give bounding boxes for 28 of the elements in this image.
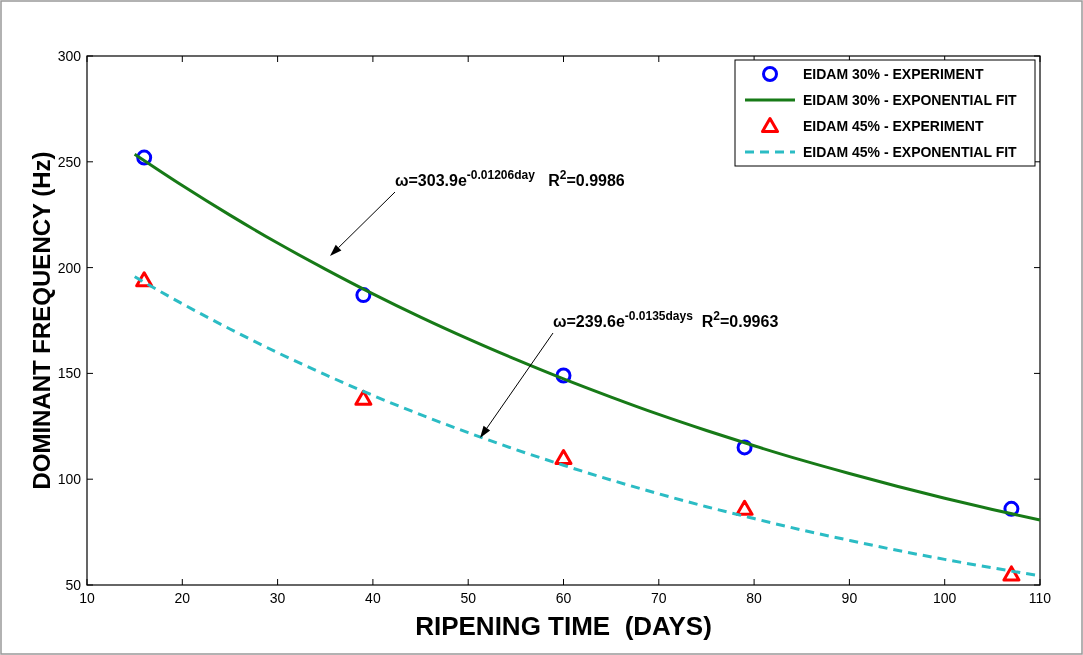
x-tick-label: 20 xyxy=(174,590,191,606)
y-tick-label: 250 xyxy=(57,153,82,170)
x-tick-label: 70 xyxy=(651,590,667,606)
x-axis-title: RIPENING TIME (DAYS) xyxy=(415,611,712,641)
legend-label: EIDAM 30% - EXPERIMENT xyxy=(803,66,984,82)
point xyxy=(554,449,573,466)
x-tick-label: 40 xyxy=(365,590,381,606)
x-tick-label: 50 xyxy=(460,590,477,606)
x-tick-label: 10 xyxy=(79,590,95,606)
x-tick-label: 110 xyxy=(1028,590,1052,606)
y-tick-label: 200 xyxy=(57,259,82,276)
y-tick-label: 150 xyxy=(57,365,82,382)
x-tick-label: 60 xyxy=(555,590,572,606)
x-tick-label: 30 xyxy=(269,590,286,606)
legend-label: EIDAM 45% - EXPERIMENT xyxy=(803,118,984,134)
y-tick-label: 300 xyxy=(57,48,82,64)
annotation: ω=303.9e$^{-0.01206day}$ R$^{2}$=0.9986 xyxy=(395,168,625,189)
annotation: ω=239.6e$^{-0.0135days}$ R$^{2}$=0.9963 xyxy=(553,309,779,330)
y-axis-title: DOMINANT FREQUENCY (Hz) xyxy=(28,151,55,490)
x-tick-label: 90 xyxy=(841,590,858,606)
legend-label: EIDAM 45% - EXPONENTIAL FIT xyxy=(803,144,1018,160)
point xyxy=(354,389,373,406)
point xyxy=(1002,565,1021,582)
x-tick-label: 80 xyxy=(746,590,763,606)
y-tick-label: 50 xyxy=(65,577,82,593)
x-tick-label: 100 xyxy=(933,590,957,606)
y-tick-label: 100 xyxy=(57,471,82,488)
legend-label: EIDAM 30% - EXPONENTIAL FIT xyxy=(803,92,1018,108)
